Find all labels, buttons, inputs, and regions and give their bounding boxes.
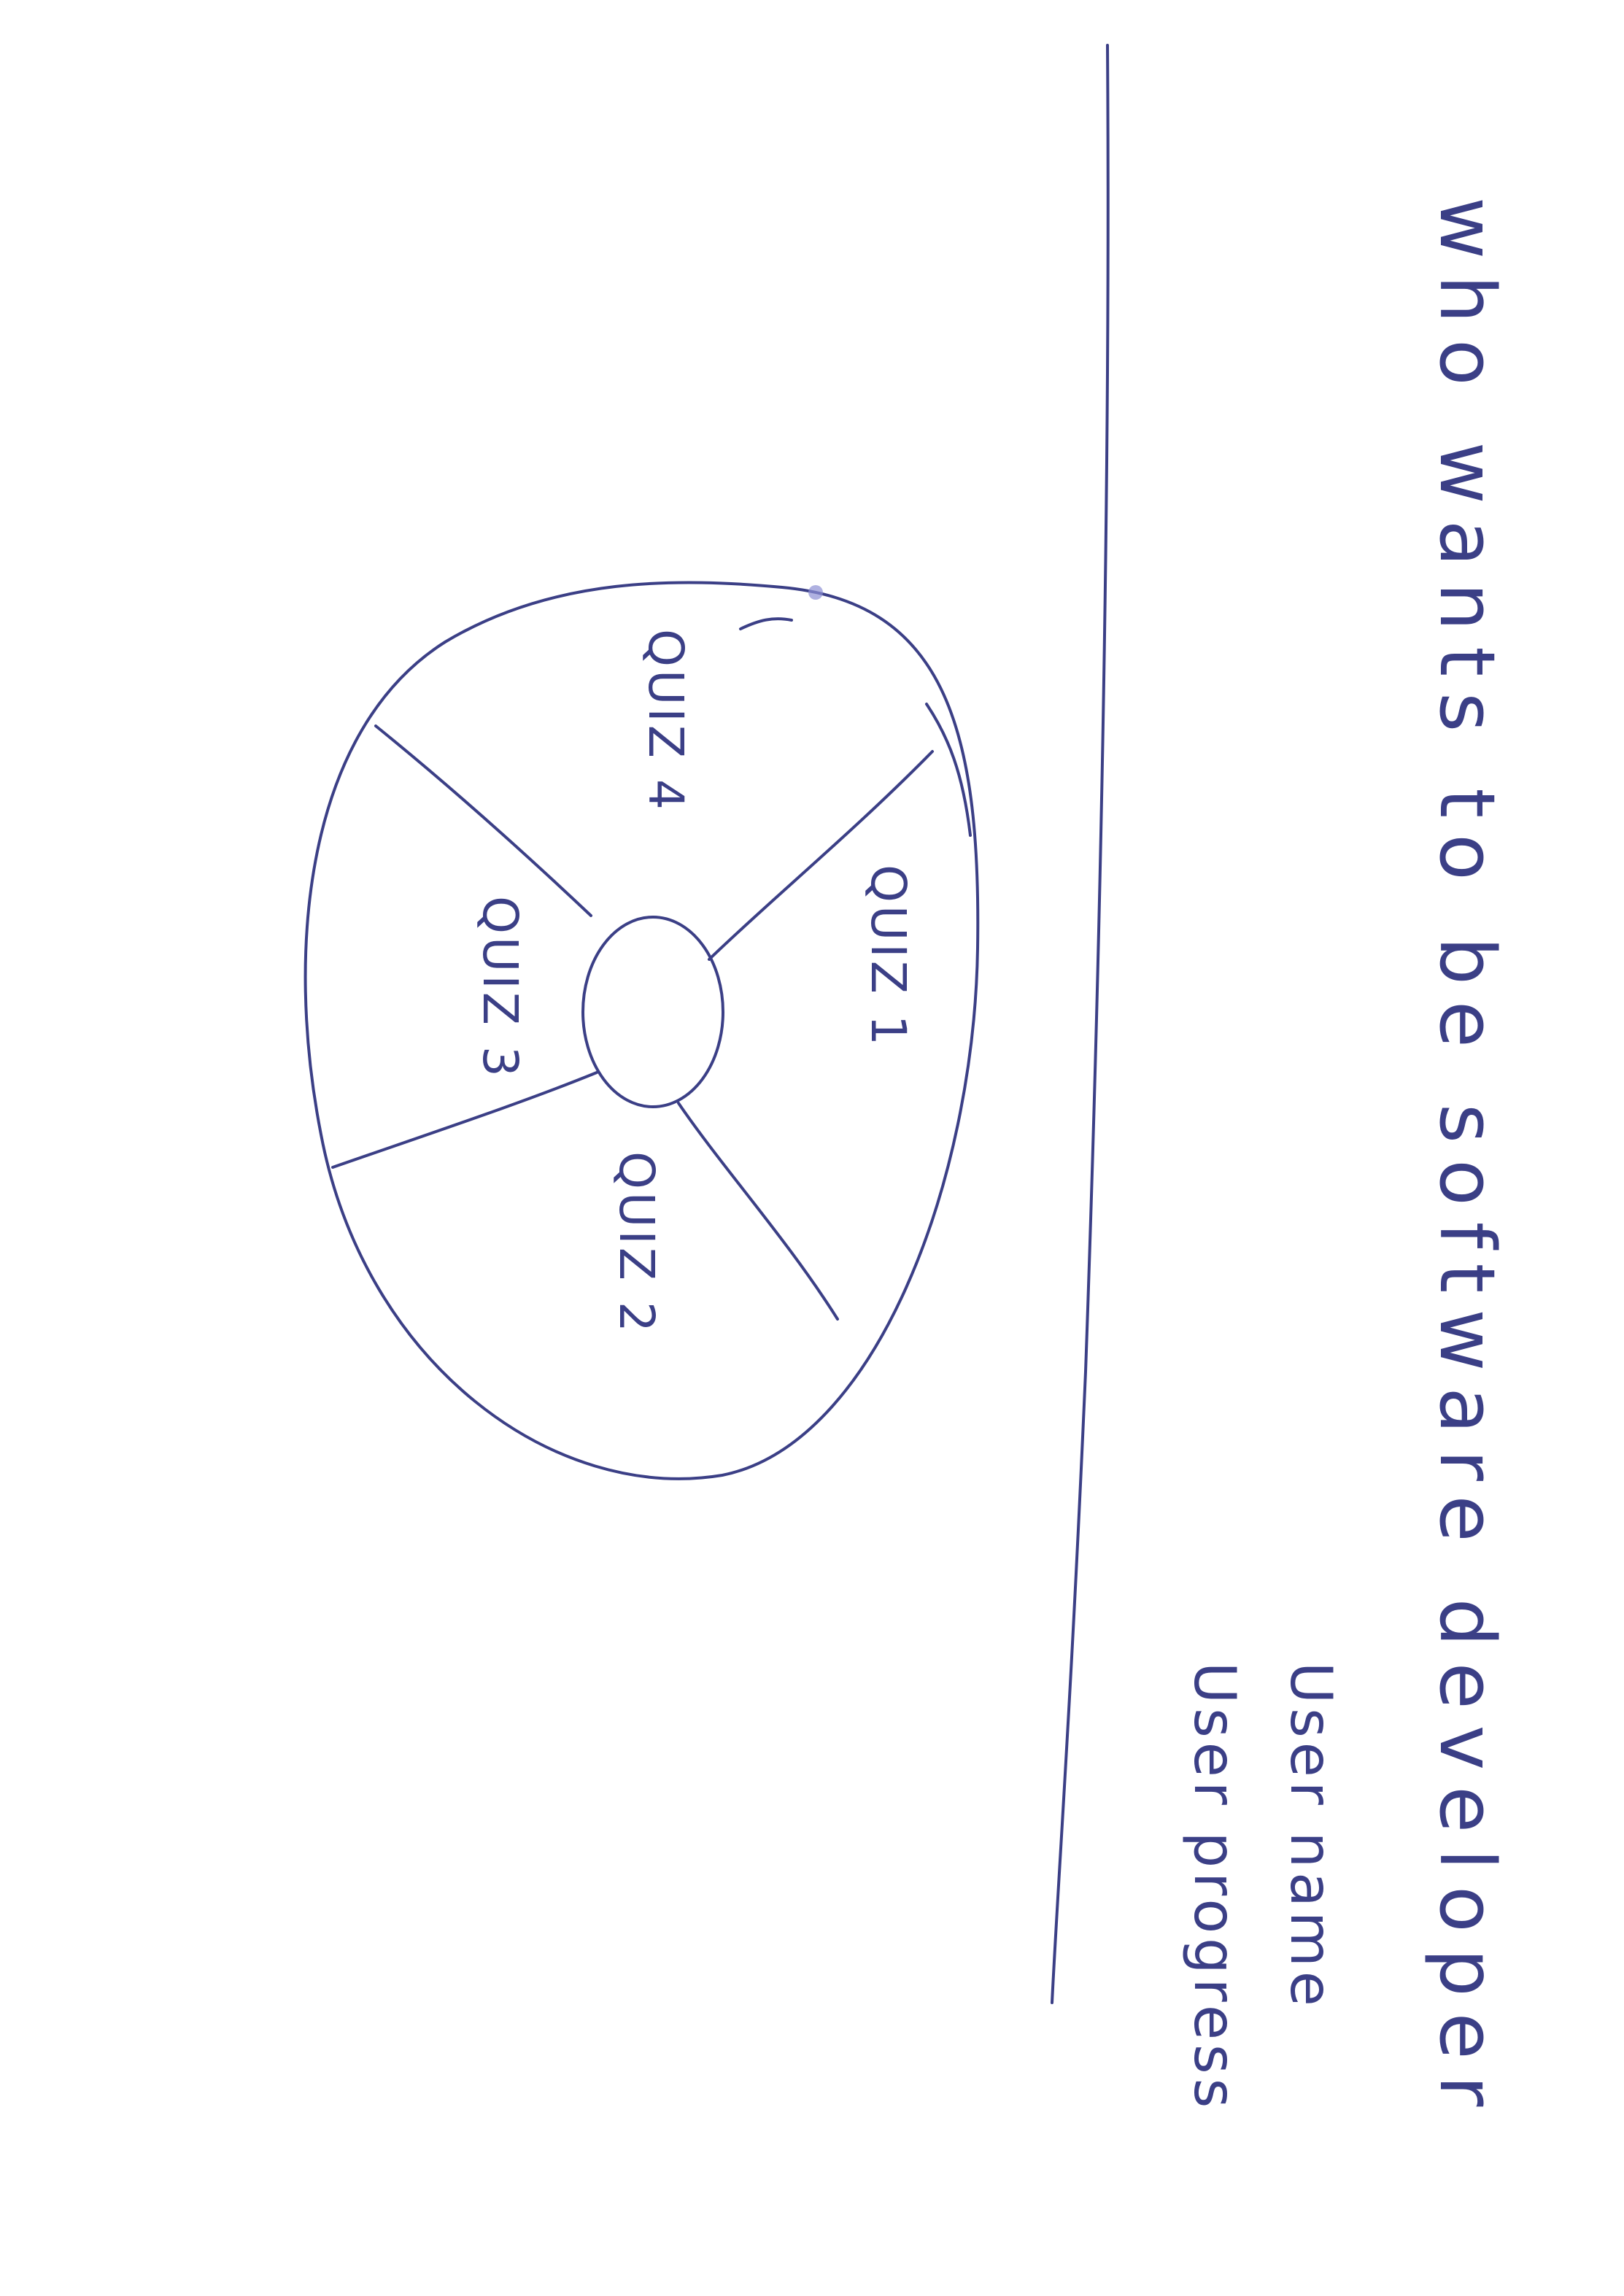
quiz-wheel: QUIZ 1 QUIZ 2 QUIZ 3 QUIZ 4 — [303, 581, 980, 1480]
title-group: who wants to be software developer — [1423, 197, 1512, 2122]
quiz-3-label[interactable]: QUIZ 3 — [472, 896, 528, 1080]
quiz-1-group: QUIZ 1 — [860, 865, 916, 1048]
quiz-2-label[interactable]: QUIZ 2 — [608, 1151, 665, 1335]
ink-smudge — [808, 585, 823, 600]
quiz-2-group: QUIZ 2 — [608, 1151, 665, 1335]
quiz-1-label[interactable]: QUIZ 1 — [860, 865, 916, 1048]
user-name-group: User name — [1277, 1662, 1343, 2011]
spoke-bottom-left — [331, 1071, 598, 1169]
page-title: who wants to be software developer — [1423, 197, 1512, 2122]
wheel-outline — [303, 581, 980, 1480]
user-progress-group: User progress — [1181, 1662, 1247, 2112]
spoke-bottom-right — [677, 1102, 839, 1321]
wheel-overdraw-stroke — [925, 703, 972, 837]
divider-line — [1051, 44, 1110, 2004]
quiz-4-label[interactable]: QUIZ 4 — [638, 629, 694, 813]
user-name-label[interactable]: User name — [1277, 1662, 1343, 2011]
wheel-scribble — [739, 617, 793, 630]
user-progress-label[interactable]: User progress — [1181, 1662, 1247, 2112]
quiz-4-group: QUIZ 4 — [638, 629, 694, 813]
spoke-top-left — [374, 724, 592, 917]
spoke-top-right — [708, 750, 934, 961]
quiz-3-group: QUIZ 3 — [472, 896, 528, 1080]
wheel-center-hub — [581, 916, 724, 1108]
